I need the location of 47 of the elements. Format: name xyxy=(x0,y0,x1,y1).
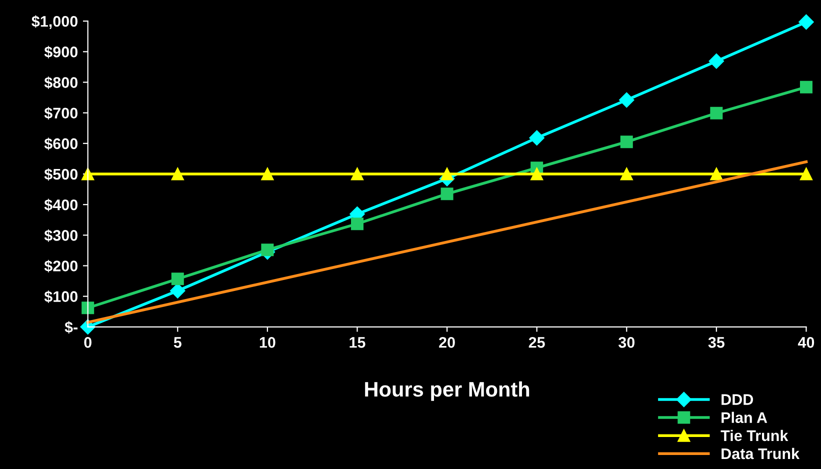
legend-label: Data Trunk xyxy=(722,448,800,460)
point xyxy=(708,54,724,69)
y-tick-label: $400 xyxy=(44,198,78,212)
point xyxy=(82,168,94,180)
x-tick-label: 40 xyxy=(798,337,814,348)
y-tick-label: $100 xyxy=(44,290,78,303)
y-tick-label: $- xyxy=(64,321,78,334)
point xyxy=(440,188,454,200)
point xyxy=(800,168,812,180)
x-tick-label: 10 xyxy=(260,337,276,348)
y-tick-label: $300 xyxy=(44,229,78,242)
point xyxy=(529,130,544,146)
point xyxy=(620,136,633,148)
point xyxy=(170,283,186,298)
point xyxy=(350,218,364,230)
point xyxy=(530,168,544,180)
point xyxy=(710,106,723,120)
y-tick-label: $600 xyxy=(44,138,78,150)
x-tick-label: 25 xyxy=(528,337,545,348)
point xyxy=(710,168,723,180)
x-tick-label: 5 xyxy=(174,337,182,348)
y-tick-label: $500 xyxy=(44,168,78,181)
point xyxy=(440,168,454,180)
y-tick-label: $900 xyxy=(44,46,78,58)
point xyxy=(261,168,274,180)
x-tick-label: 30 xyxy=(618,337,634,348)
x-tick-label: 15 xyxy=(350,337,366,348)
x-tick-label: 20 xyxy=(439,337,455,348)
legend-label: DDD xyxy=(722,394,754,405)
x-tick-label: 35 xyxy=(708,337,724,348)
point xyxy=(261,244,274,256)
point xyxy=(171,168,184,180)
point xyxy=(619,92,634,108)
x-tick-label: 0 xyxy=(84,337,92,348)
legend-label: Plan A xyxy=(722,412,768,424)
point xyxy=(82,302,94,314)
point xyxy=(350,168,364,180)
point xyxy=(800,80,812,94)
point xyxy=(798,14,814,30)
point xyxy=(171,272,184,286)
legend-label: Tie Trunk xyxy=(720,430,788,442)
y-tick-label: $800 xyxy=(44,76,78,89)
y-tick-label: $1,000 xyxy=(32,15,78,30)
x-axis-title: Hours per Month xyxy=(365,381,530,401)
y-tick-label: $200 xyxy=(44,260,78,272)
point xyxy=(620,168,633,180)
y-tick-label: $700 xyxy=(44,107,78,120)
